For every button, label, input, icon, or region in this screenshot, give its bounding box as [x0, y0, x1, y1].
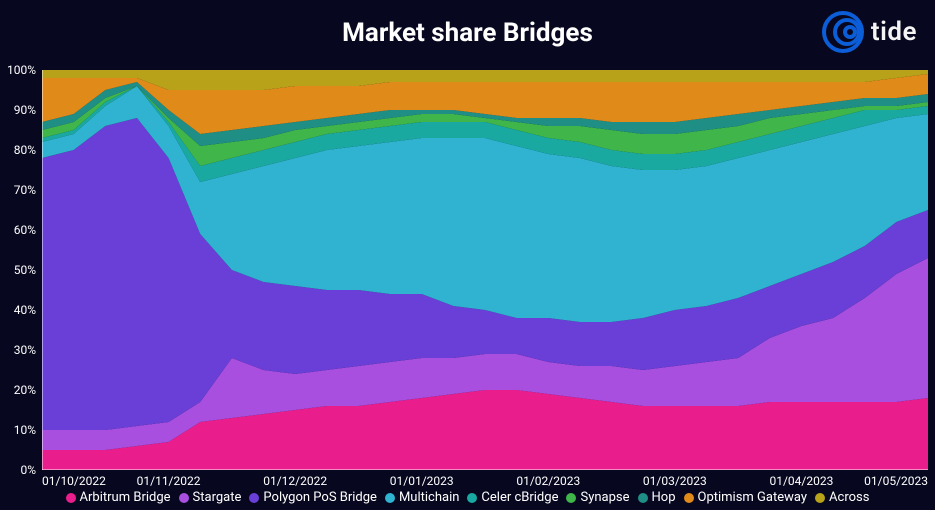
legend-label: Hop: [652, 490, 676, 505]
x-tick-label: 01/10/2022: [42, 474, 106, 488]
legend-label: Synapse: [580, 490, 629, 505]
legend-label: Optimism Gateway: [698, 490, 808, 505]
legend-label: Across: [829, 490, 869, 505]
legend-label: Multichain: [399, 490, 459, 505]
x-tick-label: 01/01/2023: [390, 474, 454, 488]
legend-item: Stargate: [179, 490, 242, 505]
chart-container: Market share Bridges tide 0% 10% 20% 30% 40%…: [0, 0, 935, 510]
y-tick-label: 10%: [14, 423, 36, 437]
y-tick-label: 70%: [14, 183, 36, 197]
y-tick-label: 40%: [14, 303, 36, 317]
legend-label: Stargate: [193, 490, 242, 505]
x-tick-label: 01/02/2023: [516, 474, 580, 488]
x-tick-label: 01/12/2022: [263, 474, 327, 488]
x-tick-label: 01/11/2022: [137, 474, 201, 488]
y-tick-label: 30%: [14, 343, 36, 357]
tide-logo-icon: [821, 10, 865, 54]
legend-swatch: [66, 493, 76, 503]
legend-item: Polygon PoS Bridge: [249, 490, 377, 505]
x-axis: 01/10/2022 01/11/2022 01/12/2022 01/01/2023…: [42, 470, 928, 490]
x-tick-label: 01/05/2023: [864, 474, 928, 488]
x-tick-label: 01/04/2023: [769, 474, 833, 488]
legend-item: Multichain: [385, 490, 459, 505]
y-tick-label: 90%: [14, 103, 36, 117]
legend-item: Hop: [638, 490, 676, 505]
legend-item: Arbitrum Bridge: [66, 490, 171, 505]
legend-label: Polygon PoS Bridge: [263, 490, 377, 505]
legend-swatch: [815, 493, 825, 503]
y-tick-label: 20%: [14, 383, 36, 397]
legend-item: Across: [815, 490, 869, 505]
y-tick-label: 100%: [7, 63, 36, 77]
y-axis: 0%10%20%30%40%50%60%70%80%90%100%: [0, 70, 42, 470]
legend-swatch: [385, 493, 395, 503]
legend-swatch: [684, 493, 694, 503]
legend: Arbitrum Bridge Stargate Polygon PoS Bridg…: [0, 490, 935, 505]
legend-swatch: [249, 493, 259, 503]
y-tick-label: 60%: [14, 223, 36, 237]
legend-swatch: [566, 493, 576, 503]
y-tick-label: 80%: [14, 143, 36, 157]
legend-swatch: [179, 493, 189, 503]
brand-logo: tide: [821, 10, 917, 54]
legend-swatch: [467, 493, 477, 503]
legend-item: Synapse: [566, 490, 629, 505]
plot-area: [42, 70, 928, 470]
legend-label: Arbitrum Bridge: [80, 490, 171, 505]
y-tick-label: 50%: [14, 263, 36, 277]
y-tick-label: 0%: [20, 463, 36, 477]
brand-name: tide: [871, 17, 917, 47]
x-tick-label: 01/03/2023: [643, 474, 707, 488]
legend-item: Celer cBridge: [467, 490, 558, 505]
legend-label: Celer cBridge: [481, 490, 558, 505]
legend-item: Optimism Gateway: [684, 490, 808, 505]
chart-title: Market share Bridges: [0, 18, 935, 48]
legend-swatch: [638, 493, 648, 503]
